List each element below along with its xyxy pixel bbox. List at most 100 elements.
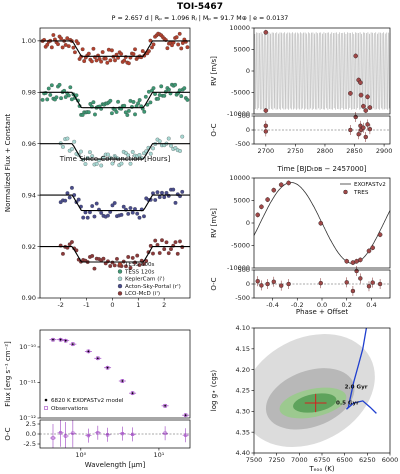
- rv-time-point: [263, 29, 269, 35]
- lightcurve-y-tick-label: 0.90: [22, 294, 36, 302]
- lightcurve-point: [60, 45, 65, 50]
- lightcurve-point: [130, 210, 135, 215]
- lightcurve-point: [88, 150, 92, 155]
- lightcurve-point: [155, 190, 160, 195]
- lightcurve-y-tick-label: 1.00: [22, 37, 36, 45]
- rv-phase-point: [344, 258, 350, 264]
- lightcurve-point: [79, 149, 83, 154]
- lightcurve-point: [157, 139, 162, 144]
- legend-label: TRES: [353, 190, 369, 196]
- rv-time-oc-label: O-C: [210, 123, 218, 136]
- lightcurve-point: [90, 204, 95, 208]
- hr-xlabel: Tₑₒₒ (K): [308, 465, 335, 473]
- lightcurve-point: [119, 212, 124, 217]
- rv-phase-point: [255, 212, 261, 218]
- lightcurve-point: [126, 211, 131, 216]
- rv-phase-point: [377, 232, 383, 237]
- lightcurve-point: [99, 163, 104, 168]
- lightcurve-point: [94, 161, 99, 166]
- lightcurve-point: [56, 42, 60, 47]
- lightcurve-point: [59, 36, 63, 41]
- lightcurve-point: [65, 191, 70, 196]
- lightcurve-point: [70, 185, 74, 190]
- lightcurve-point: [162, 195, 167, 200]
- rv-time-point: [361, 103, 366, 109]
- hr-y-tick-label: 4.30: [236, 408, 250, 416]
- hr-y-tick-label: 4.15: [236, 345, 250, 353]
- hr-y-tick-label: 4.40: [236, 449, 250, 457]
- lightcurve-point: [109, 48, 114, 53]
- lightcurve-point: [61, 144, 65, 149]
- hr-age-label: 2.0 Gyr: [345, 384, 368, 390]
- hr-age-label: 0.5 Gyr: [336, 400, 359, 406]
- lightcurve-point: [112, 263, 117, 268]
- lightcurve-series-1: [40, 82, 190, 117]
- lightcurve-point: [85, 215, 90, 220]
- lightcurve-point: [148, 100, 153, 105]
- lightcurve-point: [108, 264, 113, 268]
- rv-phase-y-tick-label: -5000: [231, 242, 250, 250]
- sed-model-point: [184, 414, 187, 417]
- sed-model-point: [96, 357, 99, 360]
- legend-marker: [117, 291, 123, 296]
- lightcurve-point: [92, 214, 97, 219]
- rv-time-x-tick-label: 2750: [287, 147, 304, 155]
- lightcurve-point: [91, 100, 96, 105]
- rv-time-y-tick-label: 0: [246, 67, 250, 75]
- sed-frame: [39, 329, 191, 419]
- lightcurve-y-tick-label: 0.92: [22, 243, 36, 251]
- sed-oc-point: [64, 434, 68, 438]
- rv-phase-oc-point: [286, 281, 291, 287]
- rv-phase-point: [366, 248, 372, 254]
- lightcurve-x-tick-label: 1: [136, 301, 140, 309]
- lightcurve-point: [119, 52, 124, 56]
- sed-oc-point: [96, 431, 100, 435]
- sed-model-point: [64, 339, 67, 342]
- rv-phase-oc-point: [350, 288, 356, 294]
- rv-time-oc-point: [361, 125, 366, 130]
- lightcurve-point: [90, 254, 95, 258]
- rv-time-point: [367, 105, 373, 110]
- lightcurve-point: [130, 149, 135, 154]
- rv-time-ylabel: RV [m/s]: [210, 56, 218, 86]
- lightcurve-point: [156, 96, 161, 101]
- rv-phase-oc-point: [259, 283, 264, 288]
- rv-phase-oc-point: [255, 279, 260, 284]
- sed-point: [96, 356, 100, 360]
- lightcurve-point: [81, 215, 86, 220]
- rv-phase-x-tick-label: -0.2: [291, 301, 304, 309]
- lightcurve-point: [128, 161, 133, 166]
- lightcurve-point: [68, 85, 73, 90]
- sed-oc-point: [51, 436, 55, 440]
- lightcurve-point: [54, 95, 59, 100]
- hr-evolution-track: [346, 328, 377, 414]
- lightcurve-point: [142, 262, 146, 266]
- rv-phase-oc-point: [318, 280, 323, 286]
- sed-point: [105, 366, 110, 370]
- lightcurve-point: [133, 112, 137, 117]
- sed-point: [51, 337, 55, 342]
- lightcurve-point: [162, 247, 167, 252]
- rv-time-y-tick-label: 5000: [233, 46, 250, 54]
- lightcurve-point: [137, 153, 142, 157]
- lightcurve-point: [160, 238, 164, 243]
- rv-phase-oc-point: [271, 279, 276, 284]
- lightcurve-point: [175, 251, 180, 256]
- lightcurve-point: [94, 58, 99, 63]
- lightcurve-point: [101, 256, 106, 261]
- lightcurve-point: [113, 58, 117, 63]
- lightcurve-model-line: [40, 143, 190, 160]
- legend-marker: [117, 276, 123, 281]
- sed-model-point: [106, 366, 109, 369]
- lightcurve-x-tick-label: 0: [110, 301, 114, 309]
- hr-y-tick-label: 4.35: [236, 428, 250, 436]
- lightcurve-point: [51, 33, 56, 37]
- rv-phase-oc-y-tick-label: 500: [238, 266, 250, 274]
- lightcurve-point: [130, 255, 135, 260]
- lightcurve-point: [126, 108, 131, 113]
- sed-y-tick-label: 10⁻¹⁰: [19, 343, 36, 351]
- hr-x-tick-label: 7250: [268, 456, 285, 464]
- lightcurve-point: [109, 111, 114, 116]
- lightcurve-point: [100, 50, 105, 55]
